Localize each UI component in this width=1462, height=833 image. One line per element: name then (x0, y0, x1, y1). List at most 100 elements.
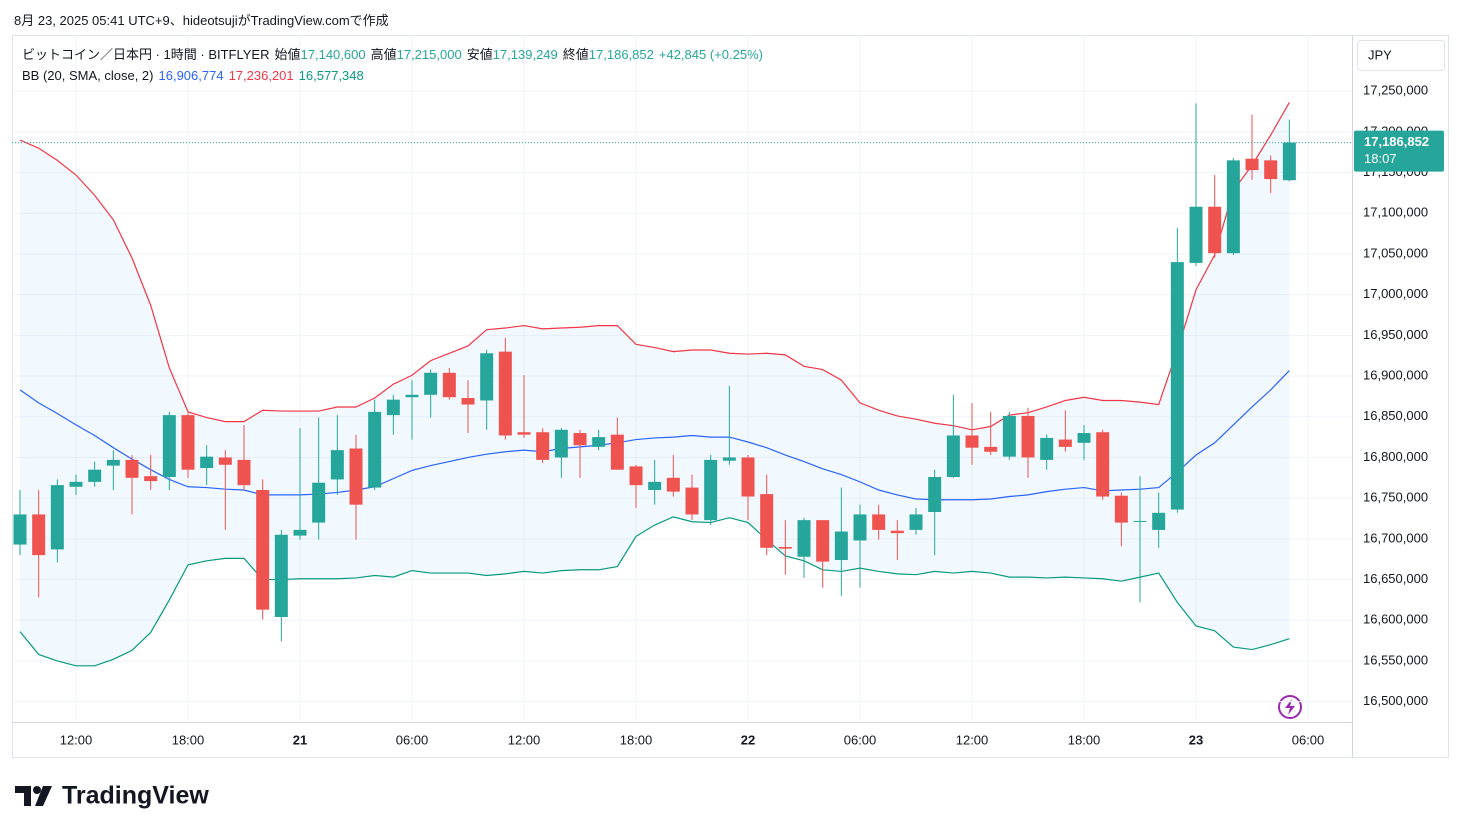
indicator-label: BB (20, SMA, close, 2) (22, 68, 154, 83)
candle-body (741, 457, 755, 497)
alert-icon[interactable] (1278, 695, 1302, 719)
candle-body (237, 459, 251, 486)
indicator-value: 16,577,348 (298, 68, 364, 83)
candle-body (704, 459, 718, 521)
candle-body (1021, 415, 1035, 458)
candle-body (610, 434, 624, 470)
caption: 8月 23, 2025 05:41 UTC+9、hideotsujiがTradi… (14, 13, 389, 28)
candle-body (666, 477, 680, 492)
candle-body (274, 534, 288, 617)
y-tick-label: 17,100,000 (1363, 205, 1428, 220)
candle-body (1058, 439, 1072, 447)
candle-body (778, 546, 792, 549)
legend: ビットコイン／日本円 · 1時間 · BITFLYER 始値17,140,600 高… (22, 44, 768, 86)
indicator-value: 17,236,201 (228, 68, 294, 83)
price-tag-label: 17,186,852 (1364, 134, 1429, 149)
candle-body (349, 448, 363, 505)
y-tick-label: 16,950,000 (1363, 327, 1428, 342)
indicator-value: 16,906,774 (158, 68, 224, 83)
candle-body (629, 466, 643, 486)
candle-body (200, 456, 214, 469)
band-line (19, 516, 1290, 667)
candle-body (32, 514, 46, 556)
candle-body (554, 429, 568, 458)
ohlc-value: 17,140,600 (300, 47, 366, 62)
candle-body (13, 514, 27, 545)
y-tick-label: 16,750,000 (1363, 490, 1428, 505)
candle-body (106, 459, 120, 466)
candle-body (1264, 160, 1278, 180)
candle-body (461, 398, 475, 405)
candle-body (480, 353, 494, 401)
candle-body (1245, 158, 1259, 171)
y-tick-label: 16,600,000 (1363, 612, 1428, 627)
price-tag-countdown: 18:07 (1364, 151, 1397, 166)
y-tick-label: 17,000,000 (1363, 286, 1428, 301)
candle-body (1208, 206, 1222, 254)
x-tick-label: 12:00 (508, 732, 541, 747)
candle-body (144, 476, 158, 482)
x-tick-label: 21 (293, 732, 307, 747)
candle-body (928, 476, 942, 512)
candle-body (517, 432, 531, 435)
band-line (19, 102, 1290, 431)
y-tick-label: 17,250,000 (1363, 83, 1428, 98)
candle-body (573, 433, 587, 446)
x-tick-label: 18:00 (620, 732, 653, 747)
y-tick-label: 16,500,000 (1363, 693, 1428, 708)
candle-body (368, 411, 382, 488)
candle-body (498, 351, 512, 436)
x-tick-label: 06:00 (396, 732, 429, 747)
candle-body (405, 394, 419, 398)
candle-body (1152, 512, 1166, 530)
candle-body (1282, 142, 1296, 181)
indicator-row: BB (20, SMA, close, 2) 16,906,774 17,236,2… (22, 65, 768, 86)
candle-body (1002, 415, 1016, 457)
candle-body (872, 514, 886, 530)
ohlc-label: 終値 (562, 47, 589, 62)
ohlc-label: 安値 (466, 47, 493, 62)
candle-body (834, 531, 848, 561)
candle-body (1133, 520, 1147, 522)
candle-body (293, 529, 307, 536)
band-line (19, 370, 1290, 501)
x-tick-label: 12:00 (956, 732, 989, 747)
candle-body (424, 372, 438, 395)
ohlc-label: 始値 (274, 47, 301, 62)
candle-body (312, 482, 326, 523)
ohlc-value: 17,186,852 (588, 47, 654, 62)
y-tick-label: 17,050,000 (1363, 245, 1428, 260)
candle-body (50, 485, 64, 550)
chart-frame (12, 35, 1449, 758)
candle-body (984, 446, 998, 452)
ohlc-value: 17,215,000 (396, 47, 462, 62)
change: +42,845 (+0.25%) (658, 47, 763, 62)
y-tick-label: 16,900,000 (1363, 367, 1428, 382)
candle-body (648, 481, 662, 491)
candle-body (890, 530, 904, 534)
x-tick-label: 18:00 (1068, 732, 1101, 747)
candle-body (965, 435, 979, 448)
candle-body (592, 437, 606, 447)
currency-box[interactable] (1357, 40, 1445, 71)
band-fill (20, 102, 1290, 666)
candle-body (218, 457, 232, 465)
candle-body (536, 432, 550, 460)
currency-label[interactable]: JPY (1368, 47, 1392, 62)
y-tick-label: 16,650,000 (1363, 571, 1428, 586)
x-tick-label: 12:00 (60, 732, 93, 747)
candle-body (946, 435, 960, 477)
ohlc-value: 17,139,249 (492, 47, 558, 62)
y-tick-label: 16,700,000 (1363, 530, 1428, 545)
candle-body (853, 514, 867, 541)
candle-body (125, 459, 139, 478)
candle-body (330, 450, 344, 480)
candle-body (816, 520, 830, 562)
y-tick-label: 16,800,000 (1363, 449, 1428, 464)
candle-body (386, 399, 400, 416)
candle-body (760, 494, 774, 548)
x-tick-label: 18:00 (172, 732, 205, 747)
candle-body (162, 415, 176, 477)
